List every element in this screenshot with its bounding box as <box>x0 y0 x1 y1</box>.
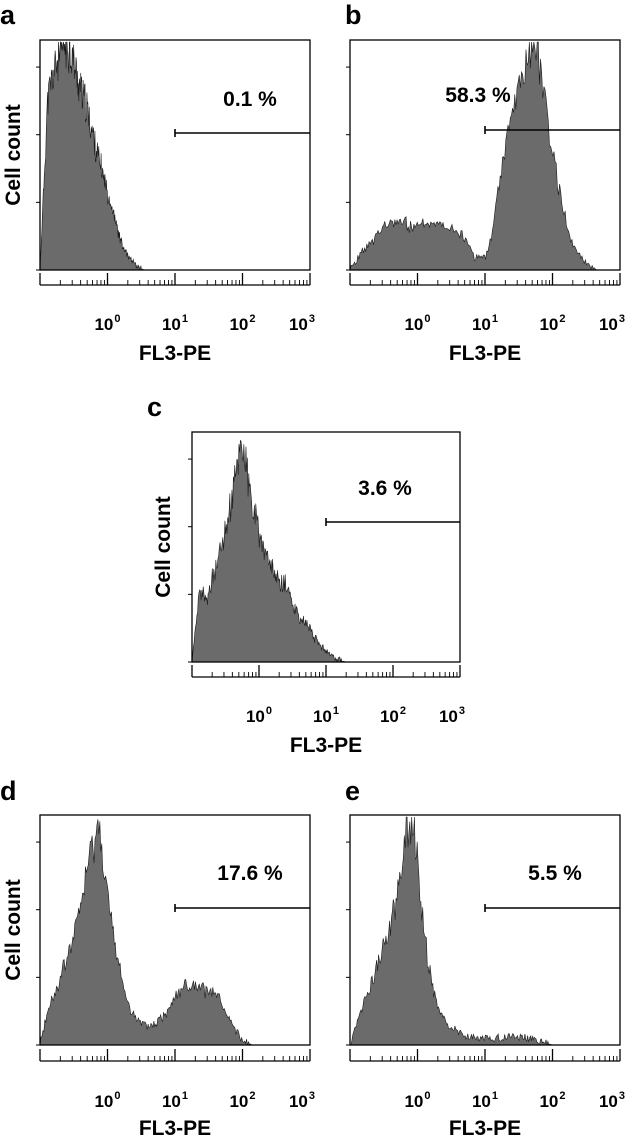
panel-c: c 3.6 % 100 101 102 103 FL3-PE Cell count <box>147 392 465 757</box>
x-tick-label: 100 <box>404 1090 430 1111</box>
histogram-area <box>39 41 145 271</box>
x-tick-label: 102 <box>229 1090 255 1111</box>
panel-letter: c <box>147 392 162 422</box>
x-tick-label: 102 <box>380 705 406 726</box>
plot-frame <box>39 814 311 1046</box>
y-axis-label: Cell count <box>152 496 175 598</box>
panel-letter: d <box>0 776 17 806</box>
plot-frame <box>39 39 311 271</box>
x-tick-label: 103 <box>599 313 625 334</box>
x-tick-label: 100 <box>94 1090 120 1111</box>
x-tick-label: 101 <box>313 705 339 726</box>
x-tick-label: 102 <box>229 313 255 334</box>
x-tick-label: 103 <box>599 1090 625 1111</box>
gate-percentage: 17.6 % <box>217 862 283 885</box>
histogram-area <box>349 41 598 271</box>
x-tick-label: 102 <box>539 313 565 334</box>
x-tick-label: 100 <box>94 313 120 334</box>
panel-b: b 58.3 % 100 101 102 103 FL3-PE <box>345 0 625 365</box>
panel-letter: e <box>345 776 360 806</box>
x-tick-label: 103 <box>439 705 465 726</box>
x-axis-label: FL3-PE <box>139 1117 211 1140</box>
panel-letter: a <box>0 0 16 30</box>
x-tick-label: 103 <box>289 1090 315 1111</box>
x-tick-label: 101 <box>162 1090 188 1111</box>
histogram-area <box>350 816 553 1046</box>
x-tick-label: 102 <box>539 1090 565 1111</box>
y-axis-label: Cell count <box>2 104 25 206</box>
plot-frame <box>349 39 621 271</box>
gate-percentage: 5.5 % <box>528 862 582 885</box>
plot-frame <box>191 431 461 663</box>
gate-percentage: 58.3 % <box>445 84 511 107</box>
x-tick-label: 101 <box>472 1090 498 1111</box>
x-axis-label: FL3-PE <box>449 1117 521 1140</box>
gate-percentage: 0.1 % <box>223 88 277 111</box>
panel-e: e 5.5 % 100 101 102 103 FL3-PE <box>345 776 625 1140</box>
histogram-area <box>39 819 253 1046</box>
x-axis-label: FL3-PE <box>290 734 362 757</box>
x-axis-label: FL3-PE <box>139 342 211 365</box>
x-tick-label: 101 <box>162 313 188 334</box>
gate-percentage: 3.6 % <box>358 477 412 500</box>
x-axis-label: FL3-PE <box>449 342 521 365</box>
x-tick-label: 101 <box>472 313 498 334</box>
x-tick-label: 100 <box>404 313 430 334</box>
plot-frame <box>349 814 621 1046</box>
panel-d: d 17.6 % 100 101 102 103 FL3-PE Cell count <box>0 776 315 1140</box>
panel-letter: b <box>345 0 362 30</box>
histogram-area <box>191 439 347 663</box>
x-tick-label: 100 <box>246 705 272 726</box>
y-axis-label: Cell count <box>2 879 25 981</box>
panel-a: a 0.1 % 100 101 102 103 FL3-PE Cell count <box>0 0 315 365</box>
x-tick-label: 103 <box>289 313 315 334</box>
